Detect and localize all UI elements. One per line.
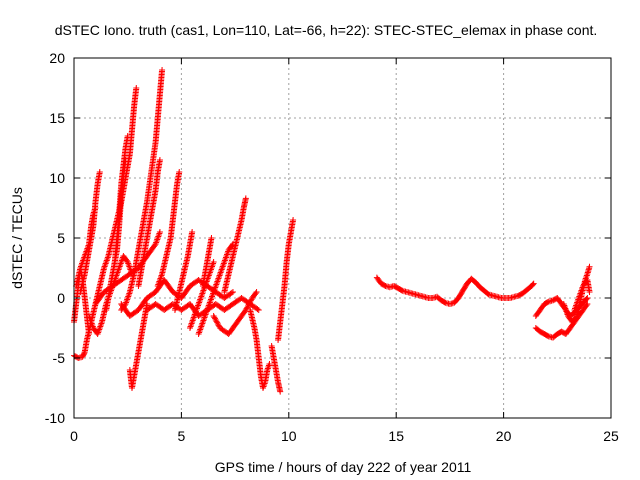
data-point xyxy=(530,280,537,287)
x-tick-label: 5 xyxy=(178,428,186,444)
data-point xyxy=(156,157,163,163)
data-point xyxy=(265,364,272,370)
x-axis-label: GPS time / hours of day 222 of year 2011 xyxy=(215,459,472,475)
y-axis-label: dSTEC / TECUs xyxy=(9,187,25,289)
data-point xyxy=(123,257,130,264)
data-point xyxy=(124,133,131,139)
data-point xyxy=(290,217,297,223)
data-point xyxy=(247,299,254,305)
data-point xyxy=(572,314,579,321)
data-point xyxy=(398,287,405,294)
x-tick-label: 25 xyxy=(603,428,619,444)
data-point xyxy=(586,263,593,270)
data-point xyxy=(189,229,196,235)
data-point xyxy=(246,300,253,307)
data-point xyxy=(210,259,217,265)
data-point xyxy=(215,322,222,329)
y-tick-label: -10 xyxy=(45,410,65,426)
data-point xyxy=(211,314,218,321)
data-point xyxy=(583,302,590,309)
data-point xyxy=(586,289,593,295)
data-point xyxy=(81,350,88,357)
data-point xyxy=(151,242,158,249)
data-point xyxy=(484,290,491,297)
data-point xyxy=(176,169,183,175)
x-tick-label: 20 xyxy=(496,428,512,444)
data-point xyxy=(245,301,252,308)
data-point xyxy=(242,195,249,202)
data-point xyxy=(156,229,163,235)
grid xyxy=(74,58,611,418)
data-point xyxy=(529,281,536,288)
data-point xyxy=(247,297,254,304)
axis-ticks: 0 5 10 15 20 25 -10 -5 0 5 10 15 20 xyxy=(45,50,619,444)
data-point xyxy=(277,388,284,395)
data-point xyxy=(266,361,273,367)
data-point xyxy=(544,332,551,339)
data-point xyxy=(381,282,388,289)
data-point xyxy=(212,317,219,323)
x-tick-label: 10 xyxy=(281,428,297,444)
data-point xyxy=(96,169,103,175)
data-point xyxy=(244,304,251,311)
y-tick-label: -5 xyxy=(53,350,66,366)
data-point xyxy=(584,301,591,307)
data-point xyxy=(253,289,260,295)
data-point xyxy=(229,289,236,295)
y-tick-label: 20 xyxy=(49,50,65,66)
data-point xyxy=(584,295,591,301)
data-point xyxy=(133,85,140,91)
data-point xyxy=(583,295,590,302)
data-point xyxy=(228,289,235,296)
x-tick-label: 0 xyxy=(70,428,78,444)
data-point xyxy=(122,157,129,163)
data-point xyxy=(159,67,166,73)
data-point xyxy=(243,305,250,312)
data-point xyxy=(544,299,551,306)
chart-title: dSTEC Iono. truth (cas1, Lon=110, Lat=-6… xyxy=(55,22,598,38)
y-tick-label: 10 xyxy=(49,170,65,186)
data-points xyxy=(71,67,593,395)
data-point xyxy=(214,321,221,327)
data-point xyxy=(214,319,221,326)
data-point xyxy=(91,208,98,214)
data-point xyxy=(244,303,251,309)
y-tick-label: 15 xyxy=(49,110,65,126)
data-point xyxy=(208,235,215,241)
data-point xyxy=(255,307,262,313)
data-point xyxy=(212,315,219,322)
data-point xyxy=(92,205,99,211)
x-tick-label: 15 xyxy=(388,428,404,444)
data-point xyxy=(441,299,448,306)
y-tick-label: 5 xyxy=(57,230,65,246)
data-point xyxy=(254,306,261,313)
data-point xyxy=(252,290,259,297)
data-point xyxy=(213,318,220,325)
data-point xyxy=(210,313,217,319)
y-tick-label: 0 xyxy=(57,290,65,306)
